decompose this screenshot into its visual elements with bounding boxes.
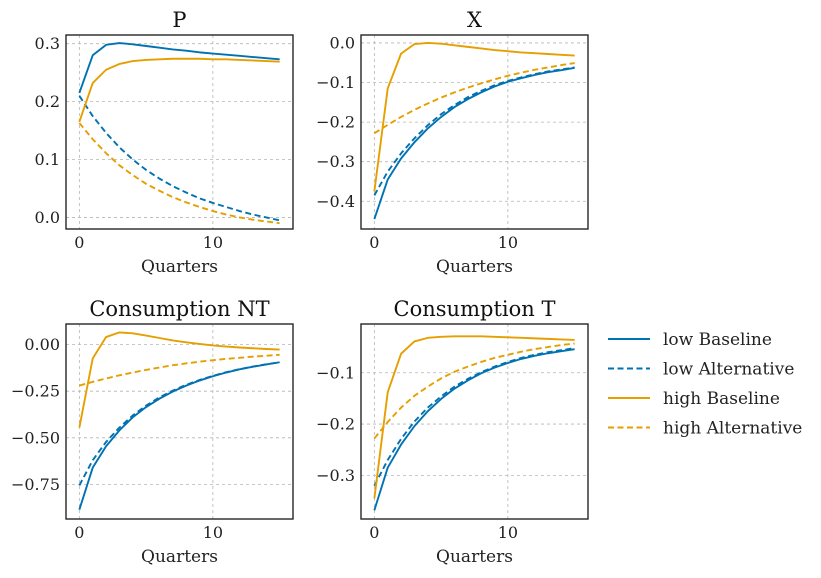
legend-label: low Baseline bbox=[663, 330, 772, 350]
chart-title: P bbox=[172, 8, 186, 32]
y-tick-label: −0.2 bbox=[316, 113, 355, 132]
series-line-low-baseline bbox=[373, 66, 575, 220]
legend-item: high Alternative bbox=[608, 419, 802, 439]
y-tick-label: −0.2 bbox=[316, 415, 355, 434]
x-axis-label: Quarters bbox=[141, 547, 218, 567]
panel-4: 0 10 −0.1 −0.2 −0.3 Consumption T Quarters bbox=[316, 297, 589, 567]
y-tick-label: −0.3 bbox=[316, 466, 355, 485]
y-tick-label: −0.50 bbox=[11, 428, 60, 447]
x-tick-label: 10 bbox=[498, 233, 518, 252]
series-line-high-alternative bbox=[373, 62, 575, 134]
x-tick-label: 10 bbox=[203, 233, 223, 252]
legend: low Baseline low Alternative high Baseline… bbox=[608, 330, 802, 439]
panel-1: 0 10 0.0 0.1 0.2 0.3 P Quarters bbox=[35, 8, 294, 277]
y-tick-label: −0.25 bbox=[11, 382, 60, 401]
legend-label: high Baseline bbox=[663, 389, 780, 409]
y-tick-label: 0.0 bbox=[330, 33, 355, 52]
y-tick-label: −0.3 bbox=[316, 152, 355, 171]
legend-item: low Baseline bbox=[608, 330, 772, 350]
legend-item: high Baseline bbox=[608, 389, 780, 409]
series-line-low-alternative bbox=[373, 66, 575, 196]
legend-label: low Alternative bbox=[663, 360, 794, 380]
series-line-low-baseline bbox=[78, 42, 280, 94]
y-tick-label: 0.2 bbox=[35, 92, 60, 111]
x-tick-label: 0 bbox=[369, 233, 379, 252]
series-line-high-alternative bbox=[78, 122, 280, 225]
axes-frame bbox=[360, 323, 589, 520]
x-axis-label: Quarters bbox=[436, 257, 513, 277]
axes-frame bbox=[360, 34, 589, 230]
y-tick-label: −0.75 bbox=[11, 475, 60, 494]
series-line-high-baseline bbox=[373, 335, 575, 499]
y-tick-label: 0.3 bbox=[35, 34, 60, 53]
series-line-high-baseline bbox=[78, 331, 280, 428]
legend-item: low Alternative bbox=[608, 360, 794, 380]
series-line-low-baseline bbox=[78, 361, 280, 510]
y-tick-label: −0.1 bbox=[316, 363, 355, 382]
series-line-high-alternative bbox=[373, 342, 575, 440]
series-line-low-alternative bbox=[78, 361, 280, 486]
x-tick-label: 0 bbox=[369, 523, 379, 542]
chart-title: X bbox=[467, 8, 482, 32]
x-tick-label: 0 bbox=[74, 233, 84, 252]
series-line-low-baseline bbox=[373, 348, 575, 511]
chart-title: Consumption T bbox=[394, 297, 556, 321]
x-tick-label: 10 bbox=[203, 523, 223, 542]
panel-3: 0 10 0.00 −0.25 −0.50 −0.75 Consumption NT Quar… bbox=[11, 297, 294, 567]
y-tick-label: −0.4 bbox=[316, 192, 355, 211]
x-tick-label: 10 bbox=[498, 523, 518, 542]
y-tick-label: 0.1 bbox=[35, 150, 60, 169]
series-line-high-baseline bbox=[78, 57, 280, 123]
y-tick-label: 0.0 bbox=[35, 208, 60, 227]
axes-frame bbox=[65, 34, 294, 230]
series-line-low-alternative bbox=[78, 95, 280, 222]
x-axis-label: Quarters bbox=[141, 257, 218, 277]
x-axis-label: Quarters bbox=[436, 547, 513, 567]
series-line-low-alternative bbox=[373, 347, 575, 487]
axes-frame bbox=[65, 323, 294, 520]
panel-2: 0 10 0.0 −0.1 −0.2 −0.3 −0.4 X Quarters bbox=[316, 8, 589, 277]
chart-title: Consumption NT bbox=[89, 297, 269, 321]
y-tick-label: −0.1 bbox=[316, 73, 355, 92]
x-tick-label: 0 bbox=[74, 523, 84, 542]
series-line-high-baseline bbox=[373, 41, 575, 192]
series-line-high-alternative bbox=[79, 353, 280, 387]
y-tick-label: 0.00 bbox=[24, 335, 60, 354]
legend-label: high Alternative bbox=[663, 419, 802, 439]
